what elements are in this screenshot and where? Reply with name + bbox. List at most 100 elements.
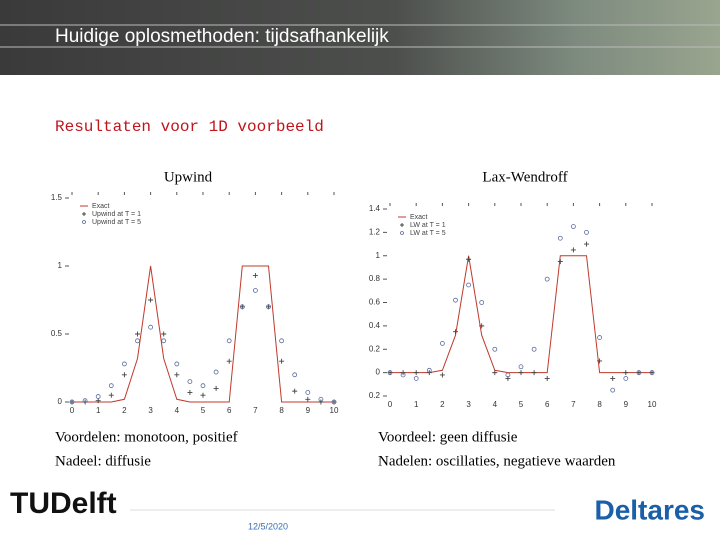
x-tick-label: 5 — [201, 406, 206, 415]
y-tick-label: 0.2 — [369, 391, 381, 400]
x-tick-label: 2 — [440, 400, 445, 409]
point — [292, 372, 298, 378]
point — [108, 392, 114, 398]
point — [279, 358, 285, 364]
point — [492, 370, 498, 376]
point — [623, 376, 629, 381]
point — [623, 370, 629, 376]
x-tick-label: 1 — [414, 400, 419, 409]
point — [439, 372, 445, 378]
legend-swatch — [400, 231, 404, 235]
point — [400, 372, 406, 378]
point — [636, 370, 642, 376]
point — [135, 338, 140, 344]
point — [439, 341, 445, 346]
point — [413, 376, 419, 381]
caption: Nadelen: oscillaties, negatieve waarden — [378, 453, 616, 469]
point — [200, 392, 206, 398]
deltares-logo: Deltares — [594, 494, 705, 525]
point — [266, 304, 271, 310]
point — [387, 370, 393, 376]
x-tick-label: 4 — [175, 406, 180, 415]
point — [331, 399, 337, 405]
point — [584, 229, 589, 235]
point — [213, 369, 219, 375]
point — [571, 224, 576, 229]
point — [479, 323, 485, 329]
legend-label: Upwind at T = 1 — [92, 211, 141, 218]
x-tick-label: 7 — [571, 400, 576, 409]
point — [226, 338, 232, 344]
x-tick-label: 7 — [253, 406, 258, 415]
legend-label: LW at T = 5 — [410, 230, 446, 237]
x-tick-label: 1 — [96, 406, 101, 415]
y-tick-label: 1.5 — [51, 193, 63, 202]
point — [518, 370, 524, 376]
y-tick-label: 1.2 — [369, 227, 381, 236]
point — [479, 300, 485, 305]
point — [121, 372, 127, 378]
point — [610, 387, 616, 393]
point — [148, 297, 154, 303]
exact-line — [72, 265, 334, 403]
point — [518, 364, 524, 370]
x-tick-label: 9 — [306, 406, 311, 415]
point — [531, 346, 537, 352]
legend-swatch — [82, 220, 86, 224]
point — [108, 383, 114, 389]
point — [161, 331, 167, 337]
y-tick-label: 1.4 — [369, 204, 381, 213]
y-tick-label: 0 — [58, 397, 63, 406]
point — [305, 396, 311, 402]
y-tick-label: 0.2 — [369, 344, 381, 353]
point — [649, 370, 655, 376]
x-tick-label: 10 — [330, 406, 339, 415]
point — [426, 367, 432, 373]
legend-label: Upwind at T = 5 — [92, 219, 141, 226]
y-tick-label: 1 — [376, 251, 381, 260]
point — [187, 389, 193, 395]
point — [544, 276, 550, 282]
caption: Nadeel: diffusie — [55, 453, 151, 469]
x-tick-label: 3 — [148, 406, 153, 415]
point — [570, 247, 576, 253]
point — [557, 235, 563, 241]
date: 12/5/2020 — [248, 521, 288, 531]
point — [252, 273, 258, 279]
point — [453, 329, 458, 335]
point — [610, 375, 616, 381]
point — [174, 372, 180, 378]
point — [239, 304, 245, 310]
y-tick-label: 0.4 — [369, 321, 381, 330]
header-band — [0, 0, 720, 75]
point — [505, 372, 511, 378]
point — [174, 361, 180, 367]
legend-label: Exact — [92, 203, 110, 210]
point — [557, 259, 563, 265]
point — [226, 358, 232, 364]
point — [597, 358, 603, 364]
point — [531, 370, 537, 376]
point — [318, 396, 324, 402]
point — [492, 346, 498, 352]
x-tick-label: 6 — [545, 400, 550, 409]
y-tick-label: 1 — [58, 261, 63, 270]
point — [584, 241, 589, 247]
x-tick-label: 8 — [279, 406, 284, 415]
point — [122, 361, 127, 367]
point — [453, 297, 458, 303]
subtitle: Resultaten voor 1D voorbeeld — [55, 118, 324, 136]
tudelft-logo: TUDelft — [10, 487, 117, 520]
legend-label: LW at T = 1 — [410, 222, 446, 229]
x-tick-label: 10 — [648, 400, 657, 409]
point — [466, 282, 472, 288]
x-tick-label: 6 — [227, 406, 232, 415]
point — [279, 338, 285, 344]
slide-title: Huidige oplosmethoden: tijdsafhankelijk — [55, 26, 389, 47]
point — [544, 375, 550, 381]
caption: Voordelen: monotoon, positief — [55, 429, 238, 445]
point — [305, 390, 311, 395]
point — [252, 288, 258, 293]
legend-label: Exact — [410, 214, 428, 221]
